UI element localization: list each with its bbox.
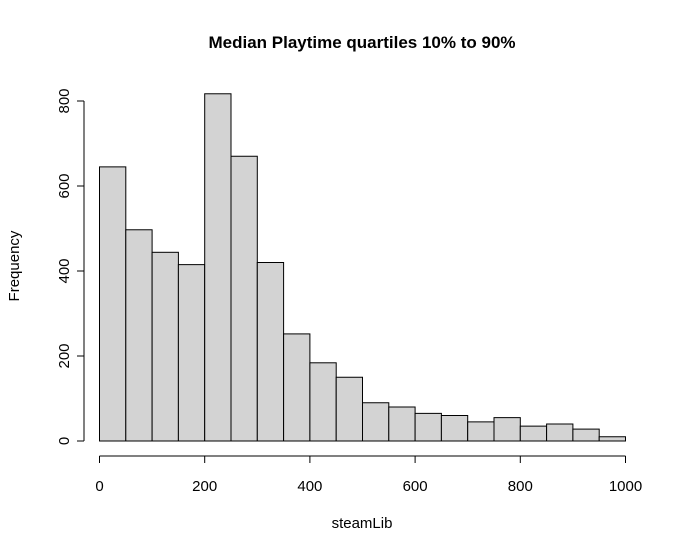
- histogram-bar: [414, 412, 442, 442]
- histogram-bar: [335, 376, 364, 442]
- histogram-bar: [309, 362, 337, 442]
- y-tick-label: 400: [56, 258, 73, 283]
- y-tick-label: 800: [56, 88, 73, 113]
- y-tick-label: 200: [56, 343, 73, 368]
- histogram-bar: [177, 264, 206, 442]
- histogram-bar: [204, 93, 232, 442]
- y-tick-label: 600: [56, 173, 73, 198]
- histogram-bar: [519, 425, 548, 442]
- x-tick-label: 0: [95, 478, 103, 495]
- x-tick-label: 1000: [609, 478, 642, 495]
- histogram-bar: [230, 155, 258, 442]
- histogram-bar: [467, 421, 495, 442]
- histogram-bar: [440, 415, 469, 442]
- x-tick-label: 800: [508, 478, 533, 495]
- histogram-bar: [572, 428, 600, 442]
- histogram-bar: [546, 423, 574, 442]
- histogram-bar: [99, 166, 127, 442]
- histogram-bar: [283, 333, 311, 442]
- y-axis: 0 200 400 600 800: [56, 88, 85, 445]
- histogram-bar: [256, 262, 285, 442]
- histogram-bar: [125, 229, 153, 442]
- y-axis-label: Frequency: [6, 230, 23, 301]
- histogram-bar: [362, 402, 390, 442]
- x-axis: 0 200 400 600 800 1000: [95, 455, 642, 495]
- chart-title: Median Playtime quartiles 10% to 90%: [208, 33, 515, 52]
- x-tick-label: 600: [403, 478, 428, 495]
- histogram-bar: [388, 406, 416, 442]
- x-tick-label: 400: [297, 478, 322, 495]
- histogram-bars: [99, 93, 627, 442]
- histogram-bar: [598, 436, 627, 442]
- y-tick-label: 0: [56, 437, 73, 445]
- x-axis-label: steamLib: [332, 515, 393, 532]
- histogram-bar: [493, 417, 521, 442]
- x-tick-label: 200: [192, 478, 217, 495]
- histogram-bar: [151, 251, 179, 442]
